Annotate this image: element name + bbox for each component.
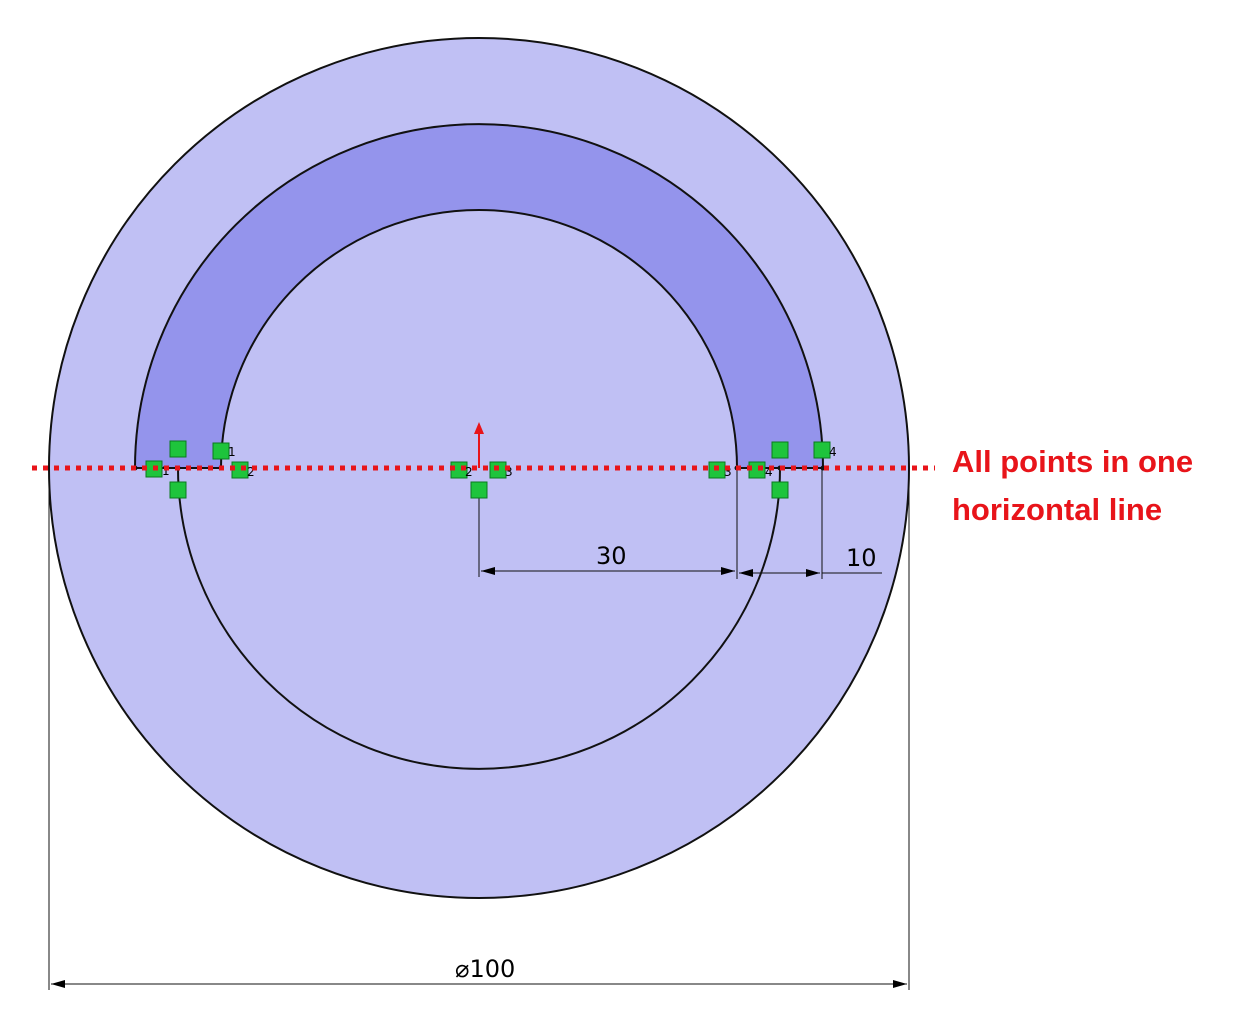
relation-tag: 2 bbox=[247, 465, 255, 479]
relation-tag: 3 bbox=[724, 465, 732, 479]
dimension-10: 10 bbox=[846, 544, 877, 572]
relation-tag: 1 bbox=[228, 445, 236, 459]
dimension-diameter: ⌀100 bbox=[455, 955, 515, 983]
annotation: horizontal line bbox=[952, 492, 1162, 527]
relation-tag: 1 bbox=[162, 464, 170, 478]
dimension-30: 30 bbox=[596, 542, 627, 570]
origin-arrow bbox=[474, 422, 484, 434]
dimension-lines bbox=[48, 470, 910, 990]
slot-upper bbox=[133, 123, 825, 469]
lower-arc bbox=[177, 467, 781, 770]
relation-tag: 4 bbox=[765, 465, 773, 479]
relation-tag: 2 bbox=[465, 465, 473, 479]
annotation: All points in one bbox=[952, 444, 1193, 479]
relation-tag: 3 bbox=[505, 465, 513, 479]
relation-tag: 4 bbox=[829, 445, 837, 459]
